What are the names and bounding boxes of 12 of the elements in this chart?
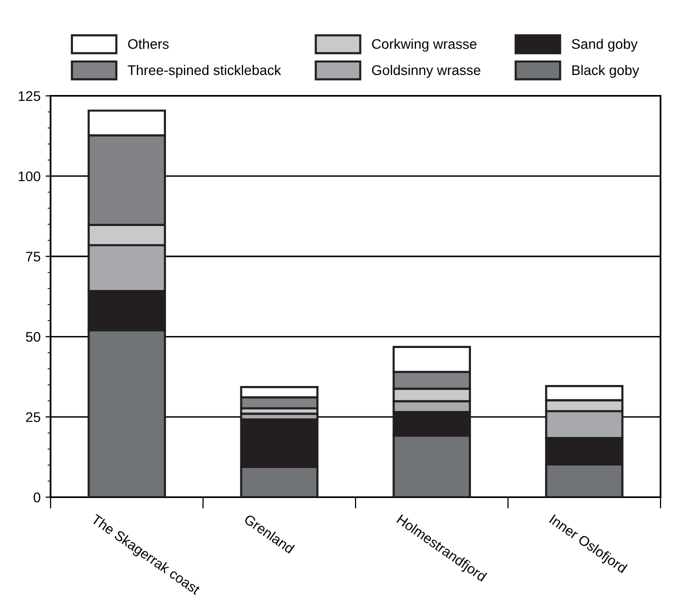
y-tick-label: 100 (18, 171, 40, 182)
y-tick-label: 25 (26, 412, 40, 422)
y-tick-label: 50 (26, 332, 40, 342)
legend-label: Black goby (572, 64, 640, 78)
legend-label: Others (128, 38, 169, 49)
legend-label: Goldsinny wrasse (372, 64, 480, 78)
y-tick-label: 0 (34, 492, 40, 502)
legend-label: Three-spined stickleback (128, 64, 282, 78)
legend-label: Corkwing wrasse (372, 38, 476, 52)
y-tick-label: 75 (26, 252, 40, 262)
legend-label: Sand goby (572, 38, 638, 52)
y-tick-label: 125 (18, 91, 40, 102)
